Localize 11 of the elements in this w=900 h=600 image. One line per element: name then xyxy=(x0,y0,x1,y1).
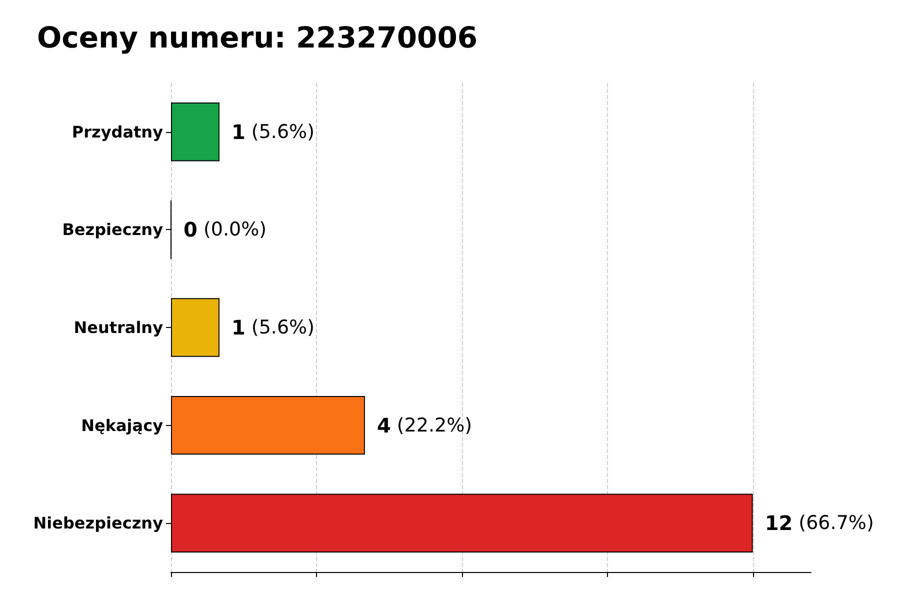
y-tick-label: Niebezpieczny xyxy=(33,514,164,533)
y-tick-label: Neutralny xyxy=(74,318,164,337)
data-label: 1 (5.6%) xyxy=(231,316,315,340)
data-label: 0 (0.0%) xyxy=(184,218,267,242)
y-tick-label: Nękający xyxy=(81,416,164,435)
data-label: 12 (66.7%) xyxy=(764,511,874,536)
chart-title: Oceny numeru: 223270006 xyxy=(37,20,478,54)
y-tick-label: Przydatny xyxy=(72,122,164,142)
y-tick-label: Bezpieczny xyxy=(62,220,164,240)
data-label: 1 (5.6%) xyxy=(231,120,315,144)
data-label: 4 (22.2%) xyxy=(376,413,472,438)
